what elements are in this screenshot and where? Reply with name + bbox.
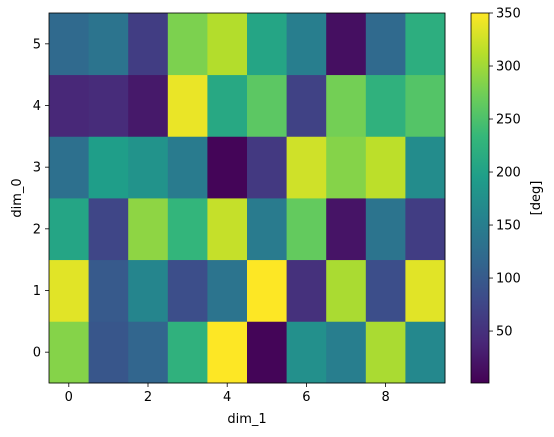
colorbar-frame [470, 12, 490, 384]
heatmap-cell [247, 321, 287, 384]
heatmap-cell [286, 321, 327, 384]
heatmap-cell [365, 198, 406, 261]
heatmap-cell [167, 74, 208, 137]
y-tick-label: 2 [33, 222, 41, 237]
plot-frame [48, 12, 446, 384]
heatmap-cell [207, 321, 248, 384]
heatmap-cell [365, 321, 406, 384]
colorbar-tick-label: 150 [496, 219, 521, 234]
heatmap-cell [88, 198, 129, 261]
heatmap-cell [326, 198, 367, 261]
heatmap-cell [247, 136, 287, 199]
heatmap-cell [128, 13, 169, 76]
heatmap-cell [365, 74, 406, 137]
heatmap-cell [365, 13, 406, 76]
heatmap-cell [167, 198, 208, 261]
heatmap-cell [128, 321, 169, 384]
heatmap-cells [49, 13, 446, 384]
heatmap-cell [286, 74, 327, 137]
y-tick-label: 1 [33, 284, 41, 299]
heatmap-cell [326, 321, 367, 384]
heatmap-cell [88, 321, 129, 384]
heatmap-cell [128, 136, 169, 199]
heatmap-cell [286, 13, 327, 76]
y-axis-label: dim_0 [10, 178, 25, 217]
heatmap-cell [286, 136, 327, 199]
heatmap-cell [207, 198, 248, 261]
heatmap-cell [286, 198, 327, 261]
heatmap-cell [247, 198, 287, 261]
x-tick-label: 6 [302, 390, 310, 405]
y-tick-label: 0 [33, 346, 41, 361]
heatmap-cell [326, 259, 367, 322]
heatmap-cell [247, 74, 287, 137]
heatmap-cell [49, 13, 89, 76]
heatmap-cell [405, 74, 446, 137]
heatmap-cell [167, 321, 208, 384]
x-tick-label: 2 [144, 390, 152, 405]
heatmap-cell [207, 136, 248, 199]
colorbar [471, 13, 489, 383]
heatmap-cell [167, 13, 208, 76]
heatmap-cell [405, 13, 446, 76]
heatmap-cell [405, 321, 446, 384]
heatmap-cell [88, 74, 129, 137]
heatmap-cell [247, 259, 287, 322]
heatmap-cell [405, 136, 446, 199]
heatmap-cell [49, 321, 89, 384]
heatmap-cell [247, 13, 287, 76]
colorbar-tick-label: 50 [496, 325, 513, 340]
colorbar-tick-label: 300 [496, 60, 521, 75]
heatmap-cell [207, 13, 248, 76]
heatmap-cell [405, 198, 446, 261]
heatmap-cell [49, 136, 89, 199]
heatmap-cell [88, 13, 129, 76]
x-axis-label: dim_1 [227, 412, 266, 427]
heatmap-cell [326, 136, 367, 199]
heatmap-cell [365, 259, 406, 322]
heatmap-cell [207, 259, 248, 322]
heatmap-cell [128, 74, 169, 137]
heatmap-cell [286, 259, 327, 322]
heatmap-cell [49, 198, 89, 261]
heatmap-cell [88, 259, 129, 322]
heatmap-cell [167, 259, 208, 322]
heatmap-cell [49, 259, 89, 322]
heatmap-cell [365, 136, 406, 199]
colorbar-tick-label: 350 [496, 7, 521, 22]
y-tick-label: 4 [33, 99, 41, 114]
heatmap-cell [207, 74, 248, 137]
heatmap-cell [88, 136, 129, 199]
colorbar-label: [deg] [529, 181, 544, 216]
colorbar-tick-label: 250 [496, 113, 521, 128]
heatmap-cell [405, 259, 446, 322]
x-tick-label: 0 [65, 390, 73, 405]
heatmap-cell [128, 259, 169, 322]
heatmap-cell [326, 13, 367, 76]
heatmap-cell [49, 74, 89, 137]
heatmap-cell [167, 136, 208, 199]
axes: 0 2 4 6 8 0 1 2 3 4 5 [33, 37, 390, 405]
heatmap-cell [326, 74, 367, 137]
x-tick-label: 4 [223, 390, 231, 405]
x-tick-label: 8 [381, 390, 389, 405]
colorbar-tick-label: 200 [496, 166, 521, 181]
colorbar-tick-label: 100 [496, 272, 521, 287]
y-tick-label: 5 [33, 37, 41, 52]
colorbar-ticks: 50 100 150 200 250 300 350 [489, 7, 521, 340]
heatmap-cell [128, 198, 169, 261]
y-tick-label: 3 [33, 161, 41, 176]
